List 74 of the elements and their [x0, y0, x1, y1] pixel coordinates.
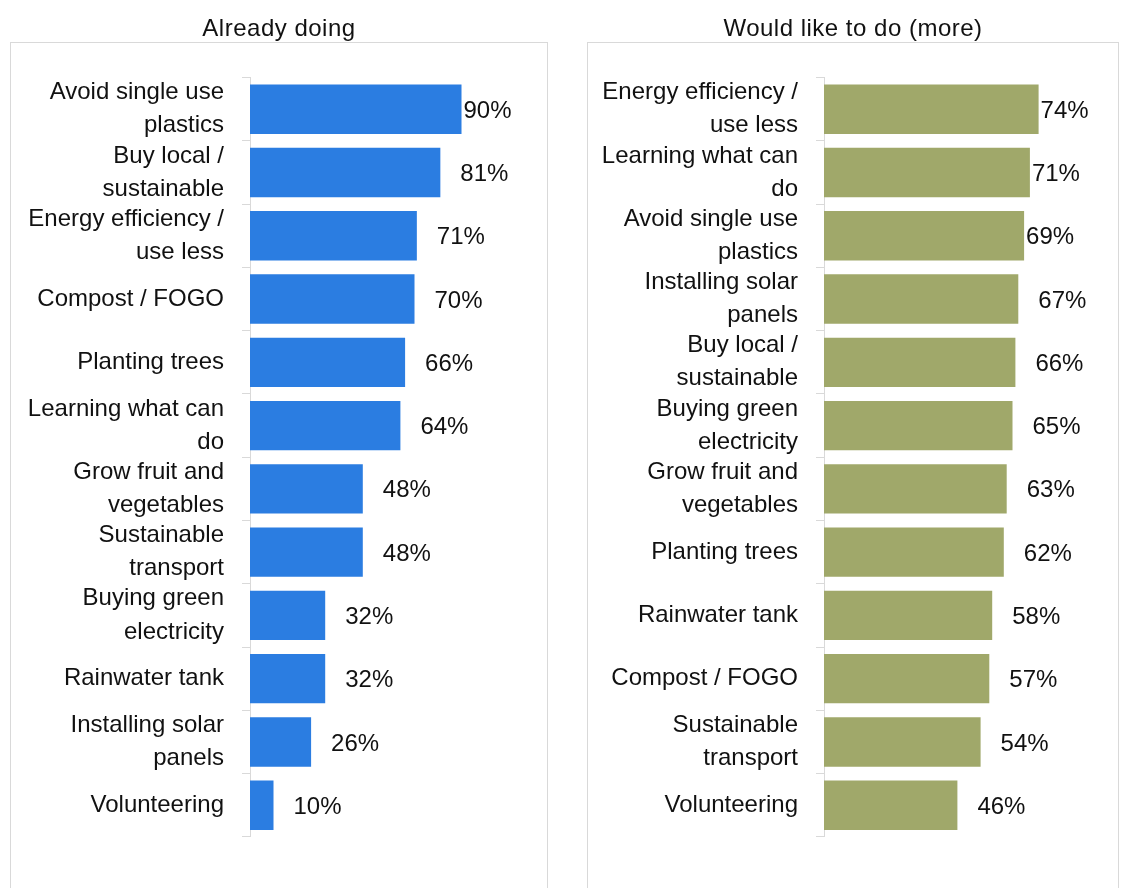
data-label: 54%	[1000, 728, 1049, 756]
data-label: 48%	[382, 475, 431, 503]
data-label: 57%	[1009, 665, 1058, 693]
bar	[250, 590, 326, 641]
bar	[250, 780, 274, 830]
bar	[250, 337, 406, 387]
bar	[250, 147, 441, 198]
y-tick-label: Planting trees	[651, 536, 798, 564]
bar	[824, 337, 1016, 387]
y-tick-label: Planting trees	[77, 346, 224, 374]
bar	[824, 464, 1007, 514]
data-label: 64%	[420, 412, 469, 440]
bar	[250, 274, 415, 324]
data-label: 90%	[463, 95, 512, 123]
data-label: 69%	[1026, 222, 1075, 250]
data-label: 71%	[436, 222, 485, 250]
data-label: 48%	[382, 538, 431, 566]
bar	[250, 211, 417, 261]
bar	[824, 590, 993, 641]
data-label: 74%	[1040, 95, 1089, 123]
y-tick-label: Energy efficiency / use less	[28, 203, 225, 264]
data-label: 32%	[345, 665, 394, 693]
y-tick-label: Energy efficiency / use less	[602, 77, 799, 138]
bar	[824, 527, 1004, 577]
bar	[250, 654, 326, 704]
bar	[250, 84, 462, 134]
y-tick-label: Grow fruit and vegetables	[647, 456, 798, 518]
bar	[824, 717, 981, 767]
data-label: 70%	[434, 285, 483, 313]
bar	[824, 274, 1019, 324]
y-tick-label: Volunteering	[90, 789, 224, 817]
data-label: 26%	[331, 728, 380, 756]
y-tick-label: Sustainable transport	[672, 710, 799, 771]
y-tick-label: Grow fruit and vegetables	[73, 456, 224, 518]
bar	[250, 400, 401, 451]
y-tick-label: Installing solar panels	[644, 267, 798, 328]
data-label: 46%	[977, 791, 1026, 819]
y-tick-label: Buying green electricity	[656, 393, 798, 454]
data-label: 58%	[1012, 602, 1061, 630]
y-tick-label: Buying green electricity	[82, 583, 224, 644]
bar	[824, 654, 990, 704]
y-tick-label: Rainwater tank	[637, 600, 799, 628]
bar	[250, 717, 312, 767]
y-tick-label: Compost / FOGO	[37, 283, 224, 311]
y-tick-label: Volunteering	[664, 789, 798, 817]
y-tick-label: Avoid single use plastics	[49, 77, 224, 138]
y-tick-label: Avoid single use plastics	[623, 203, 798, 264]
bar	[250, 527, 363, 577]
data-label: 66%	[1035, 348, 1084, 376]
data-label: 63%	[1026, 475, 1075, 503]
y-tick-label: Learning what can do	[601, 140, 798, 201]
data-label: 65%	[1032, 412, 1081, 440]
bar	[824, 780, 958, 830]
chart-title: Already doing	[201, 13, 357, 42]
data-label: 71%	[1031, 159, 1080, 187]
y-tick-label: Rainwater tank	[63, 663, 225, 691]
data-label: 62%	[1023, 538, 1072, 566]
data-label: 67%	[1038, 285, 1087, 313]
bar	[250, 464, 363, 514]
bar	[824, 147, 1030, 198]
chart-title: Would like to do (more)	[722, 13, 984, 42]
y-tick-label: Installing solar panels	[70, 710, 224, 771]
data-label: 32%	[345, 602, 394, 630]
data-label: 81%	[460, 159, 509, 187]
y-tick-label: Buy local / sustainable	[676, 330, 799, 391]
data-label: 10%	[293, 791, 342, 819]
bar	[824, 84, 1039, 134]
bar	[824, 211, 1025, 261]
y-tick-label: Buy local / sustainable	[102, 140, 225, 201]
data-label: 66%	[425, 348, 474, 376]
y-tick-label: Learning what can do	[27, 393, 224, 454]
bar	[824, 400, 1013, 451]
y-tick-label: Sustainable transport	[98, 520, 225, 581]
y-tick-label: Compost / FOGO	[611, 663, 798, 691]
